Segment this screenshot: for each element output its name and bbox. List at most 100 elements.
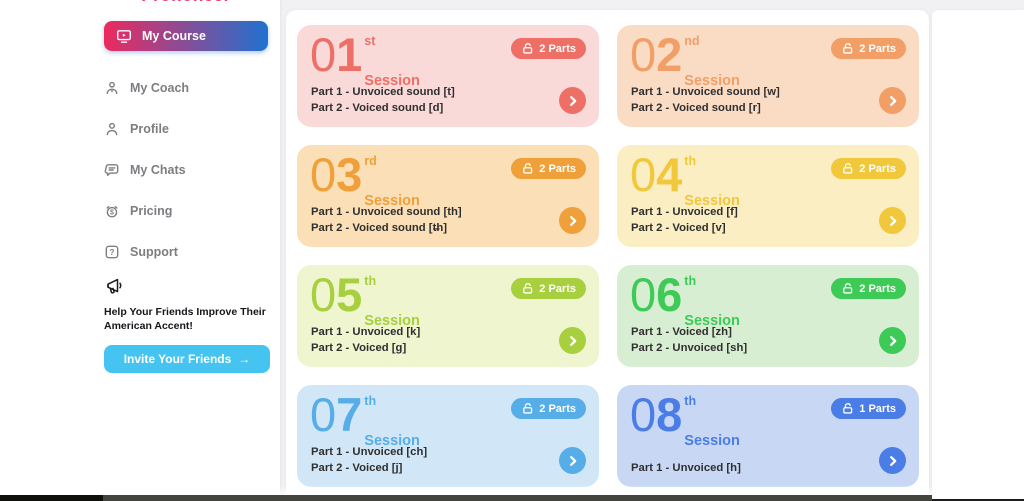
session-number-zero: 0	[630, 388, 657, 441]
sidebar-item-label: Profile	[130, 122, 169, 136]
session-label: Session	[684, 193, 740, 209]
right-gutter	[932, 10, 1024, 499]
session-number-digit: 6	[656, 268, 682, 321]
open-session-button[interactable]	[559, 447, 586, 474]
sidebar-item-my-chats[interactable]: My Chats	[104, 160, 268, 180]
session-parts: Part 1 - Unvoiced [k] Part 2 - Voiced [g]	[311, 325, 420, 356]
sidebar-item-label: My Course	[142, 29, 206, 43]
sidebar-item-label: My Chats	[130, 163, 186, 177]
sidebar-item-pricing[interactable]: $ Pricing	[104, 201, 268, 221]
session-ordinal-column: th Session	[684, 149, 740, 209]
open-session-button[interactable]	[879, 447, 906, 474]
coach-icon	[104, 80, 120, 96]
session-ordinal: rd	[364, 154, 377, 168]
session-number-zero: 0	[630, 148, 657, 201]
open-session-button[interactable]	[879, 327, 906, 354]
open-session-button[interactable]	[559, 87, 586, 114]
part-line: Part 2 - Voiced sound [d]	[311, 101, 444, 114]
parts-badge: 1 Parts	[831, 398, 906, 419]
open-session-button[interactable]	[879, 87, 906, 114]
pricing-icon: $	[104, 203, 120, 219]
sidebar-item-my-coach[interactable]: My Coach	[104, 78, 268, 98]
megaphone-icon	[104, 276, 270, 297]
sidebar-item-label: Support	[130, 245, 178, 259]
session-parts: Part 1 - Unvoiced [f] Part 2 - Voiced [v]	[631, 205, 738, 236]
lock-open-icon	[521, 42, 534, 55]
session-label: Session	[684, 73, 740, 89]
lock-open-icon	[841, 402, 854, 415]
sidebar-item-profile[interactable]: Profile	[104, 119, 268, 139]
session-label: Session	[684, 433, 740, 449]
sidebar: Prononcer My Course My Coach Profile My Cha…	[0, 0, 280, 501]
parts-badge-label: 2 Parts	[539, 162, 576, 175]
sidebar-item-support[interactable]: ? Support	[104, 242, 268, 262]
profile-icon	[104, 121, 120, 137]
lock-open-icon	[841, 42, 854, 55]
chevron-right-icon	[566, 214, 580, 228]
sidebar-item-label: My Coach	[130, 81, 190, 95]
open-session-button[interactable]	[559, 207, 586, 234]
course-icon	[116, 28, 132, 44]
scrollbar-thumb[interactable]	[0, 495, 103, 501]
sidebar-item-my-course[interactable]: My Course	[104, 21, 268, 51]
session-number-zero: 0	[310, 28, 337, 81]
lock-open-icon	[521, 402, 534, 415]
open-session-button[interactable]	[879, 207, 906, 234]
open-session-button[interactable]	[559, 327, 586, 354]
chevron-right-icon	[886, 454, 900, 468]
part-line: Part 1 - Unvoiced [h]	[631, 461, 741, 474]
invite-friends-button[interactable]: Invite Your Friends →	[104, 345, 270, 374]
session-number-zero: 0	[310, 148, 337, 201]
lock-open-icon	[841, 282, 854, 295]
session-ordinal-column: th Session	[364, 389, 420, 449]
session-label: Session	[364, 313, 420, 329]
part-line: Part 1 - Unvoiced sound [th]	[311, 206, 462, 218]
parts-badge-label: 2 Parts	[539, 402, 576, 415]
session-ordinal: th	[684, 394, 697, 408]
part-line: Part 2 - Voiced [j]	[311, 461, 403, 474]
parts-badge: 2 Parts	[831, 38, 906, 59]
invite-button-label: Invite Your Friends	[123, 352, 232, 367]
session-number-digit: 7	[336, 388, 362, 441]
invite-text: Help Your Friends Improve Their American…	[104, 306, 266, 333]
part-line: Part 1 - Unvoiced [k]	[311, 326, 421, 338]
session-ordinal-column: rd Session	[364, 149, 420, 209]
session-label: Session	[364, 193, 420, 209]
session-number-digit: 5	[336, 268, 362, 321]
session-number-digit: 3	[336, 148, 362, 201]
parts-badge: 2 Parts	[511, 398, 586, 419]
part-line: Part 1 - Voiced [zh]	[631, 326, 732, 338]
part-line: Part 1 - Unvoiced [ch]	[311, 446, 428, 458]
session-ordinal: th	[364, 274, 377, 288]
chevron-right-icon	[886, 214, 900, 228]
lock-open-icon	[521, 162, 534, 175]
chevron-right-icon	[566, 454, 580, 468]
session-ordinal: th	[364, 394, 377, 408]
chevron-right-icon	[886, 94, 900, 108]
horizontal-scrollbar[interactable]	[0, 495, 932, 501]
session-number-zero: 0	[310, 268, 337, 321]
session-number-digit: 4	[656, 148, 682, 201]
lock-open-icon	[841, 162, 854, 175]
chevron-right-icon	[566, 94, 580, 108]
part-line: Part 1 - Unvoiced sound [t]	[311, 86, 455, 98]
parts-badge: 2 Parts	[831, 278, 906, 299]
support-icon: ?	[104, 244, 120, 260]
parts-badge: 2 Parts	[511, 158, 586, 179]
